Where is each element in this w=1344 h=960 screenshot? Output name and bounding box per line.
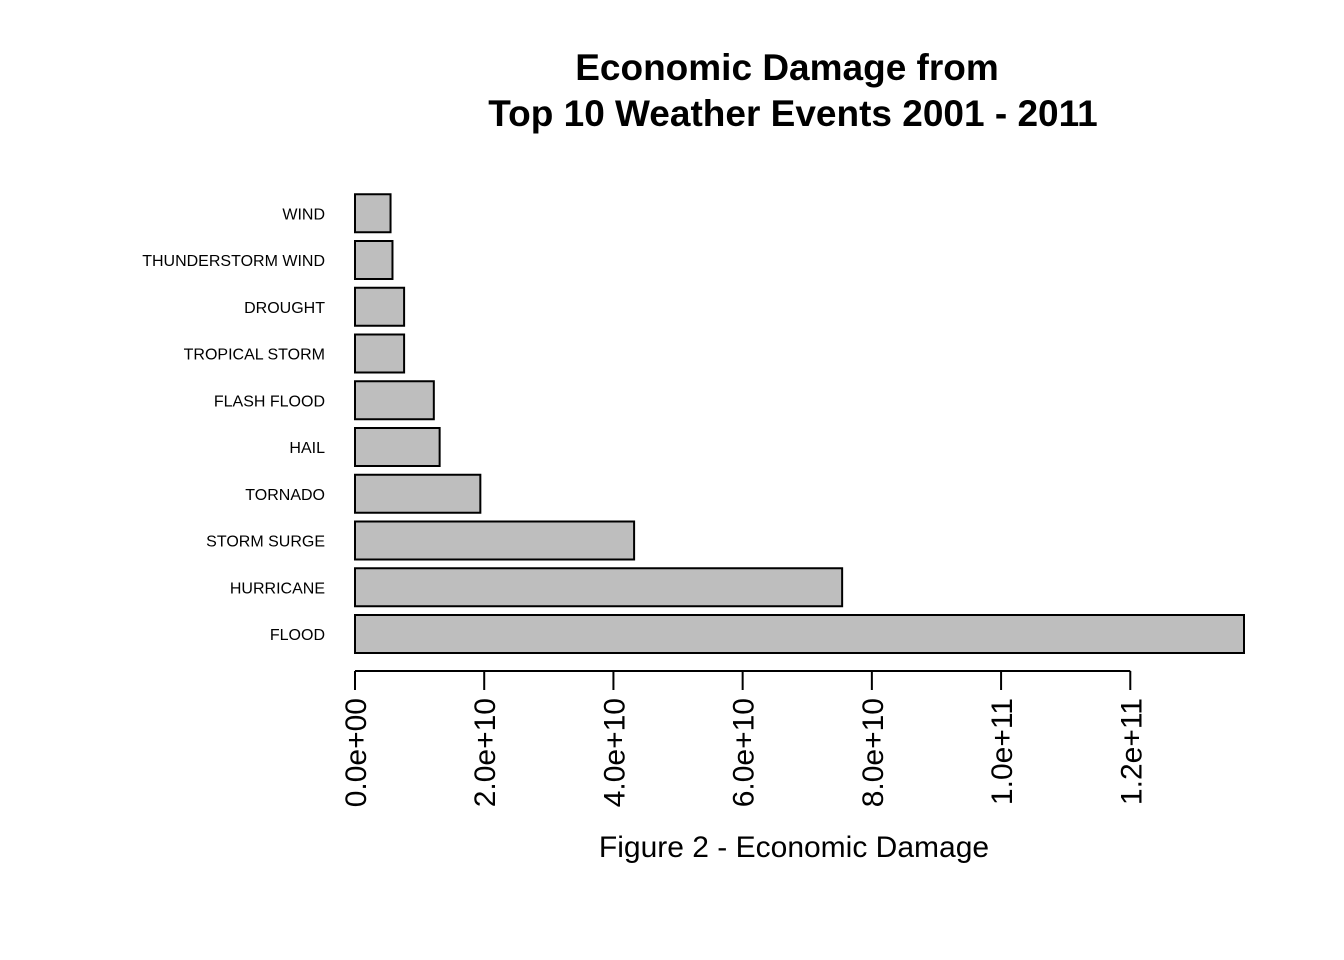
bar-flood [354, 614, 1245, 654]
bar-tropical-storm [354, 333, 406, 374]
bar-hurricane [354, 567, 844, 608]
x-tick-label: 1.0e+11 [986, 698, 1019, 805]
x-tick-label: 4.0e+10 [598, 698, 631, 807]
category-label: FLOOD [270, 627, 325, 644]
category-label: WIND [282, 206, 325, 223]
x-tick-label: 1.2e+11 [1115, 698, 1148, 805]
bar-tornado [354, 473, 482, 514]
category-label: THUNDERSTORM WIND [142, 253, 325, 270]
x-tick-label: 8.0e+10 [857, 698, 890, 807]
category-label: STORM SURGE [206, 534, 325, 551]
x-axis-title: Figure 2 - Economic Damage [599, 831, 989, 864]
category-label: FLASH FLOOD [214, 393, 325, 410]
category-label: TROPICAL STORM [184, 347, 325, 364]
bar-drought [354, 286, 406, 327]
category-labels: FLOOD HURRICANE STORM SURGE TORNADO HAIL FLAS… [142, 206, 325, 644]
x-tick-label: 0.0e+00 [340, 698, 373, 807]
x-axis: 0.0e+00 2.0e+10 4.0e+10 6.0e+10 8.0e+10 1.0e+… [340, 670, 1148, 807]
bar-flash-flood [354, 380, 435, 421]
bar-storm-surge [354, 520, 636, 561]
chart-title-line-1: Economic Damage from [575, 47, 999, 88]
chart-title-line-2: Top 10 Weather Events 2001 - 2011 [488, 93, 1097, 134]
bar-wind [354, 193, 392, 234]
bar-thunderstorm-wind [354, 240, 394, 280]
x-tick-label: 2.0e+10 [469, 698, 502, 807]
category-label: TORNADO [245, 487, 325, 504]
category-label: HAIL [289, 440, 325, 457]
bar-hail [354, 427, 441, 467]
category-label: HURRICANE [230, 580, 325, 597]
category-label: DROUGHT [244, 300, 325, 317]
x-tick-label: 6.0e+10 [728, 698, 761, 807]
bars-group [354, 193, 1245, 654]
